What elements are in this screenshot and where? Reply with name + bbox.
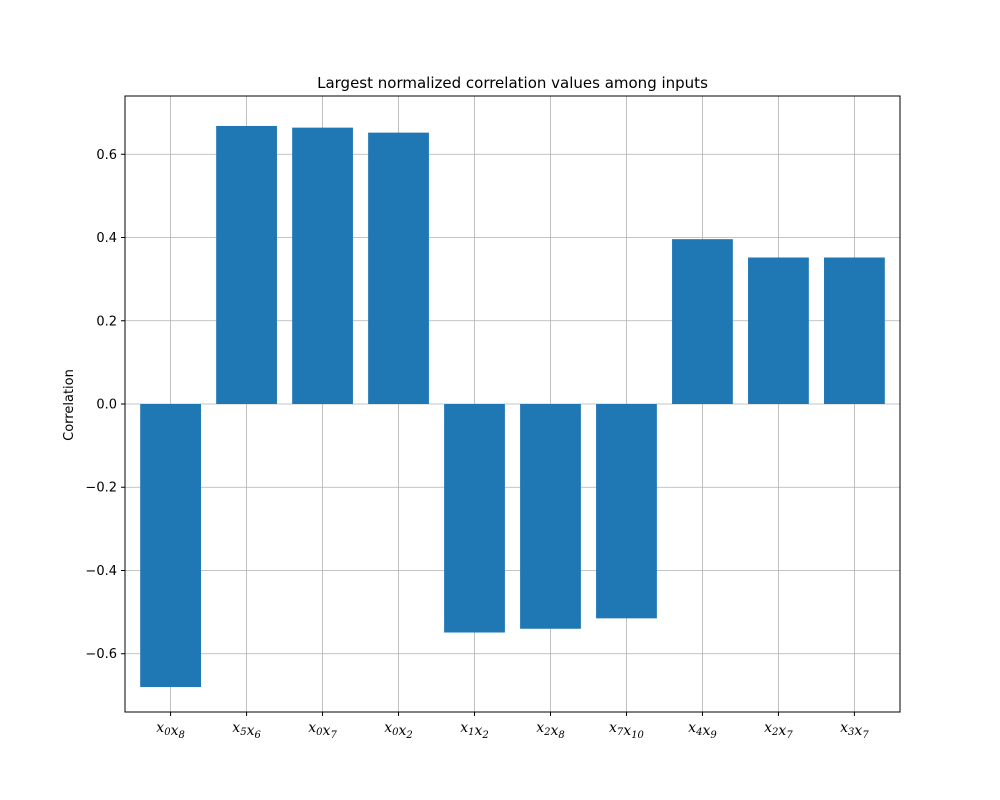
y-tick-label: 0.0: [96, 398, 117, 413]
x-tick-label: x2x8: [536, 720, 565, 741]
x-tick-label: x0x2: [384, 720, 413, 741]
x-tick-label: x2x7: [764, 720, 793, 741]
x-tick-label: x3x7: [840, 720, 869, 741]
y-tick-label: 0.6: [96, 148, 117, 163]
bar-x4x9: [672, 239, 733, 404]
y-tick-label: −0.4: [85, 564, 117, 579]
bar-x0x8: [140, 404, 201, 688]
bar-x3x7: [824, 257, 885, 404]
y-tick-label: 0.2: [96, 314, 117, 329]
x-tick-label: x0x7: [308, 720, 337, 741]
x-tick-label: x1x2: [460, 720, 489, 741]
bars: [140, 125, 885, 688]
bar-x7x10: [596, 404, 657, 619]
y-tick-label: 0.4: [96, 231, 117, 246]
bar-x2x8: [520, 404, 581, 629]
bar-x2x7: [748, 257, 809, 404]
x-tick-label: x5x6: [232, 720, 261, 741]
y-axis-label: Correlation: [62, 369, 77, 441]
bar-x0x2: [368, 132, 429, 405]
bar-x1x2: [444, 404, 505, 633]
x-tick-label: x0x8: [156, 720, 185, 741]
plot-frame: [124, 95, 901, 713]
bar-x0x7: [292, 127, 353, 404]
y-tick-label: −0.2: [85, 481, 117, 496]
bar-x5x6: [216, 125, 277, 405]
axis-ticks: −0.6 −0.4 −0.2 0.0 0.2 0.4 0.6 x0x8 x5x6 x0x7 x0x2…: [85, 148, 869, 741]
x-tick-label: x4x9: [688, 720, 717, 741]
y-tick-label: −0.6: [85, 647, 117, 662]
x-tick-label: x7x10: [609, 720, 645, 741]
chart-title: Largest normalized correlation values am…: [317, 74, 708, 92]
